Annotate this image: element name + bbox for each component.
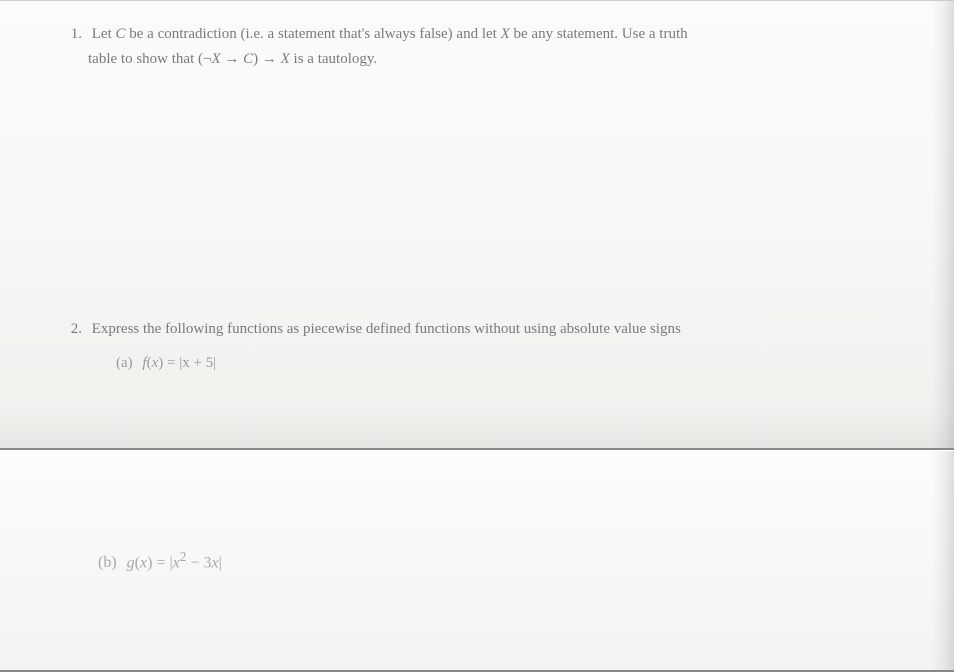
- sub-2b-fn: g: [127, 554, 135, 571]
- sub-2b-expr-a: = |: [152, 554, 172, 571]
- problem-2-text: Express the following functions as piece…: [92, 321, 681, 337]
- problem-1-number: 1.: [60, 23, 82, 46]
- p1-l2-b: →: [221, 51, 244, 67]
- subproblem-2a: (a) f(x) = |x + 5|: [60, 355, 894, 372]
- page-section-1: 1. Let C be a contradiction (i.e. a stat…: [0, 0, 954, 450]
- p1-l1-a: Let: [92, 26, 116, 42]
- sub-2a-expr: = |x + 5|: [163, 355, 216, 371]
- sub-2b-x1: x: [173, 554, 180, 571]
- sub-2b-label: (b): [98, 554, 117, 571]
- page-section-2: (b) g(x) = |x2 − 3x|: [0, 450, 954, 672]
- problem-2: 2. Express the following functions as pi…: [60, 318, 894, 341]
- p1-var-X: X: [501, 26, 510, 42]
- p1-l2-a: table to show that (¬: [88, 51, 211, 67]
- problem-1-line2: table to show that (¬X → C) → X is a tau…: [60, 48, 894, 71]
- p1-l1-c: be any statement. Use a truth: [510, 26, 688, 42]
- sub-2b-expr-b: − 3: [186, 554, 211, 571]
- p1-var-C: C: [116, 26, 126, 42]
- sub-2b-expr-c: |: [219, 554, 222, 571]
- p1-l2-X1: X: [211, 51, 220, 67]
- problem-1: 1. Let C be a contradiction (i.e. a stat…: [60, 23, 894, 70]
- right-shadow-2: [932, 451, 954, 670]
- p1-l1-b: be a contradiction (i.e. a statement tha…: [126, 26, 501, 42]
- subproblem-2b: (b) g(x) = |x2 − 3x|: [98, 549, 894, 572]
- p1-l2-C: C: [243, 51, 253, 67]
- problem-1-line1: Let C be a contradiction (i.e. a stateme…: [92, 26, 688, 42]
- p1-l2-X2: X: [281, 51, 290, 67]
- p1-l2-d: is a tautology.: [290, 51, 377, 67]
- problem-2-number: 2.: [60, 318, 82, 341]
- right-shadow: [932, 1, 954, 448]
- p1-l2-c: ) →: [253, 51, 281, 67]
- sub-2a-label: (a): [116, 355, 133, 371]
- sub-2b-x2: x: [211, 554, 218, 571]
